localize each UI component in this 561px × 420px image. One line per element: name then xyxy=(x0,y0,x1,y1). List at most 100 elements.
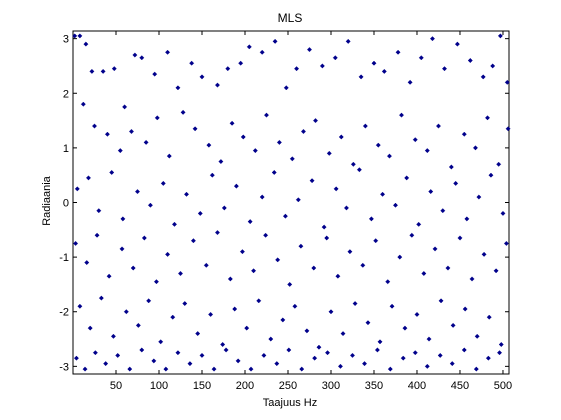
data-point xyxy=(158,339,164,345)
data-point xyxy=(128,129,134,134)
data-point xyxy=(147,202,153,208)
data-point xyxy=(373,238,379,244)
data-point xyxy=(407,79,413,85)
data-point xyxy=(335,273,341,279)
data-point xyxy=(165,49,171,55)
data-point xyxy=(307,47,312,53)
x-tick-label: 150 xyxy=(193,380,211,392)
data-point xyxy=(143,139,149,145)
data-point xyxy=(448,164,454,170)
data-point xyxy=(412,350,418,356)
data-point xyxy=(416,221,422,227)
data-point xyxy=(473,366,479,372)
data-point xyxy=(316,344,322,350)
y-tick-label: -1 xyxy=(59,252,69,264)
data-point xyxy=(85,175,91,181)
data-point xyxy=(333,186,339,192)
data-point xyxy=(106,273,112,279)
data-point xyxy=(203,262,209,268)
data-point xyxy=(92,350,98,356)
data-point xyxy=(146,298,152,304)
data-point xyxy=(286,347,292,353)
data-point xyxy=(421,271,427,276)
data-point xyxy=(328,309,334,315)
data-point xyxy=(238,60,244,66)
data-point xyxy=(294,66,300,72)
data-point xyxy=(221,205,227,211)
data-point xyxy=(244,325,250,331)
data-point xyxy=(80,101,86,107)
data-point xyxy=(437,352,443,358)
data-point xyxy=(404,175,410,181)
data-point xyxy=(362,361,368,367)
x-tick-label: 500 xyxy=(494,380,512,392)
data-point xyxy=(127,366,133,372)
data-point xyxy=(414,311,420,317)
x-tick-label: 400 xyxy=(408,380,426,392)
data-point xyxy=(504,79,510,85)
data-point xyxy=(263,232,269,238)
data-point xyxy=(325,350,331,356)
data-point xyxy=(98,295,104,301)
data-point xyxy=(385,279,391,285)
data-point xyxy=(227,276,233,282)
data-point xyxy=(130,265,136,271)
data-point xyxy=(132,52,138,58)
data-point xyxy=(89,68,95,74)
data-point xyxy=(445,265,451,271)
data-point xyxy=(165,251,171,257)
data-point xyxy=(139,347,145,353)
data-point xyxy=(386,153,392,159)
data-point xyxy=(235,358,241,364)
data-point xyxy=(135,189,140,195)
data-point xyxy=(271,169,277,175)
data-point xyxy=(109,169,115,175)
data-point xyxy=(282,213,288,219)
data-point xyxy=(426,336,432,342)
data-point xyxy=(368,216,374,222)
data-points-layer xyxy=(72,33,511,372)
data-point xyxy=(229,120,235,126)
data-point xyxy=(399,112,404,118)
data-point xyxy=(418,55,424,61)
data-point xyxy=(72,33,78,39)
data-point xyxy=(77,303,83,309)
chart-title: MLS xyxy=(278,11,303,25)
data-point xyxy=(352,301,358,307)
data-point xyxy=(450,322,456,328)
data-point xyxy=(247,219,253,225)
data-point xyxy=(190,238,196,244)
data-point xyxy=(111,66,117,72)
data-point xyxy=(472,145,478,151)
y-tick-label: 1 xyxy=(63,143,69,155)
data-point xyxy=(497,33,503,39)
data-point xyxy=(292,303,298,309)
data-point xyxy=(274,361,280,367)
data-point xyxy=(345,38,351,44)
data-point xyxy=(295,197,301,203)
data-point xyxy=(197,210,203,216)
data-point xyxy=(94,232,100,238)
data-point xyxy=(496,161,502,167)
data-point xyxy=(453,180,459,186)
data-point xyxy=(189,60,195,66)
y-tick-label: 2 xyxy=(63,88,69,100)
data-point xyxy=(340,331,346,337)
data-point xyxy=(358,74,364,80)
data-point xyxy=(206,142,212,148)
axis-ticks-layer: 50 100 150 200 250 300 350 400 450 500 -3 -2 -1 0 1 2 3 xyxy=(59,31,512,392)
data-point xyxy=(503,240,509,246)
data-point xyxy=(110,333,116,339)
data-point xyxy=(82,366,88,372)
data-point xyxy=(259,49,265,55)
data-point xyxy=(276,139,282,145)
data-point xyxy=(488,172,494,178)
y-axis-title: Radiaania xyxy=(41,175,53,225)
data-point xyxy=(461,347,467,353)
data-point xyxy=(74,186,80,192)
data-point xyxy=(96,208,102,214)
data-point xyxy=(100,68,106,74)
data-point xyxy=(412,137,418,143)
data-point xyxy=(195,331,201,337)
